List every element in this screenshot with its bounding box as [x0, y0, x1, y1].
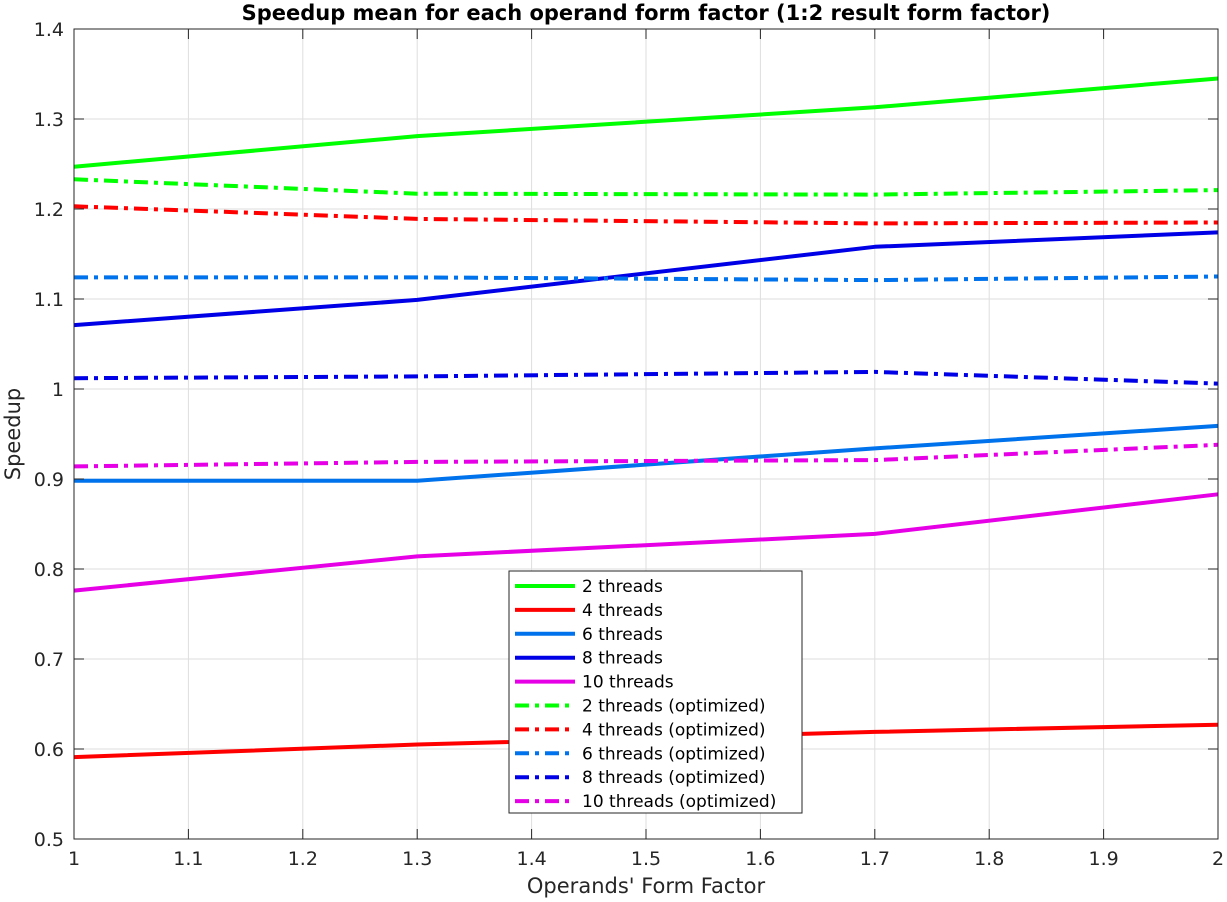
- x-tick-label: 1.4: [516, 848, 546, 870]
- series-line-6: [73, 177, 1219, 197]
- chart-title: Speedup mean for each operand form facto…: [242, 1, 1051, 25]
- y-tick-label: 0.7: [34, 649, 64, 671]
- legend-label: 2 threads: [582, 577, 663, 597]
- ticks: [73, 28, 1219, 840]
- x-tick-label: 1.9: [1088, 848, 1118, 870]
- legend: 2 threads 4 threads 6 threads 8 threads 10 t…: [508, 570, 803, 814]
- x-tick-label: 1: [68, 848, 80, 870]
- y-tick-label: 1.4: [34, 19, 64, 41]
- legend-label: 2 threads (optimized): [582, 697, 766, 717]
- series-line-3: [74, 423, 1219, 483]
- x-tick-label: 1.8: [974, 848, 1004, 870]
- tick-labels: 1 1.1 1.2 1.3 1.4 1.5 1.6 1.7 1.8 1.9 2 0.5 0.6 0.7 0.…: [34, 19, 1224, 870]
- legend-label: 8 threads: [582, 649, 663, 669]
- legend-label: 8 threads (optimized): [582, 768, 766, 788]
- series-lines: [73, 76, 1219, 760]
- y-tick-label: 1.1: [34, 289, 64, 311]
- legend-label: 10 threads (optimized): [582, 792, 776, 812]
- legend-label: 4 threads: [582, 601, 663, 621]
- y-tick-label: 0.9: [34, 469, 64, 491]
- y-tick-label: 1: [52, 379, 64, 401]
- legend-label: 4 threads (optimized): [582, 720, 766, 740]
- x-tick-label: 1.5: [631, 848, 661, 870]
- y-tick-label: 1.2: [34, 199, 64, 221]
- series-line-7: [73, 204, 1219, 226]
- legend-label: 6 threads: [582, 625, 663, 645]
- x-tick-label: 1.7: [860, 848, 890, 870]
- y-axis-label: Speedup: [1, 388, 25, 480]
- series-line-1: [73, 76, 1219, 169]
- y-tick-label: 1.3: [34, 109, 64, 131]
- y-tick-label: 0.6: [34, 739, 64, 761]
- x-tick-label: 1.1: [173, 848, 203, 870]
- legend-label: 10 threads: [582, 673, 674, 693]
- series-line-5: [73, 492, 1219, 593]
- series-line-9: [73, 369, 1219, 386]
- x-tick-label: 1.6: [745, 848, 775, 870]
- x-tick-label: 1.3: [402, 848, 432, 870]
- x-axis-label: Operands' Form Factor: [527, 874, 766, 898]
- y-tick-label: 0.8: [34, 559, 64, 581]
- y-tick-label: 0.5: [34, 829, 64, 851]
- x-tick-label: 1.2: [288, 848, 318, 870]
- series-line-4: [73, 230, 1219, 328]
- legend-label: 6 threads (optimized): [582, 744, 766, 764]
- x-tick-label: 2: [1212, 848, 1224, 870]
- series-line-8: [74, 274, 1219, 283]
- series-line-10: [73, 442, 1219, 469]
